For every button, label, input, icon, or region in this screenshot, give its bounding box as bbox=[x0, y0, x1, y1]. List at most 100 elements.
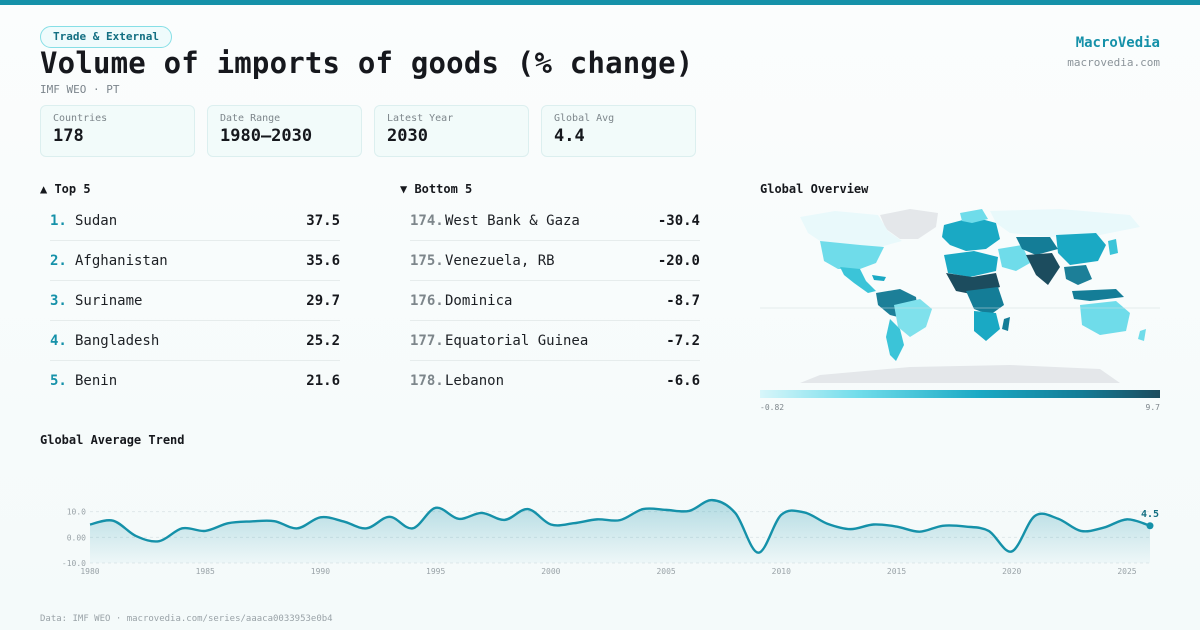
trend-data-point[interactable] bbox=[1033, 514, 1037, 518]
world-choropleth-map[interactable] bbox=[760, 205, 1160, 385]
top-list-item[interactable]: 2. Afghanistan 35.6 bbox=[50, 241, 340, 281]
bottom-list-item[interactable]: 178. Lebanon -6.6 bbox=[410, 361, 700, 401]
trend-data-point[interactable] bbox=[180, 526, 184, 530]
trend-data-point[interactable] bbox=[572, 521, 576, 525]
trend-data-point[interactable] bbox=[526, 507, 530, 511]
trend-data-point[interactable] bbox=[779, 513, 783, 517]
rank-number: 175. bbox=[410, 252, 444, 269]
trend-data-point[interactable] bbox=[710, 498, 714, 502]
data-source-footer[interactable]: Data: IMF WEO · macrovedia.com/series/aa… bbox=[40, 614, 333, 624]
bottom-list-item[interactable]: 176. Dominica -8.7 bbox=[410, 281, 700, 321]
trend-data-point[interactable] bbox=[203, 529, 207, 533]
trend-end-label: 4.5 bbox=[1141, 509, 1159, 520]
country-value: -20.0 bbox=[657, 252, 700, 269]
stat-card-date-range: Date Range 1980–2030 bbox=[207, 105, 362, 157]
map-region-indonesia bbox=[1072, 289, 1124, 301]
trend-data-point[interactable] bbox=[1102, 526, 1106, 530]
trend-data-point[interactable] bbox=[480, 511, 484, 515]
trend-data-point[interactable] bbox=[272, 519, 276, 523]
brand-url[interactable]: macrovedia.com bbox=[1067, 56, 1160, 69]
trend-data-point[interactable] bbox=[733, 511, 737, 515]
trend-data-point[interactable] bbox=[618, 518, 622, 522]
trend-data-point[interactable] bbox=[249, 519, 253, 523]
trend-data-point[interactable] bbox=[1010, 549, 1014, 553]
map-region-southern-africa bbox=[974, 311, 1000, 341]
trend-data-point[interactable] bbox=[802, 510, 806, 514]
map-region-greenland bbox=[880, 209, 938, 239]
map-legend-max: 9.7 bbox=[1145, 403, 1160, 412]
stat-value: 1980–2030 bbox=[220, 126, 313, 146]
trend-data-point[interactable] bbox=[964, 525, 968, 529]
trend-data-point[interactable] bbox=[1079, 529, 1083, 533]
x-tick-label: 2000 bbox=[541, 567, 560, 576]
country-value: 29.7 bbox=[306, 292, 340, 309]
rank-number: 176. bbox=[410, 292, 444, 309]
trend-data-point[interactable] bbox=[295, 526, 299, 530]
y-tick-label: -10.0 bbox=[62, 559, 86, 568]
map-region-japan-korea bbox=[1108, 239, 1118, 255]
country-value: 37.5 bbox=[306, 212, 340, 229]
top-list-item[interactable]: 5. Benin 21.6 bbox=[50, 361, 340, 401]
top-list-item[interactable]: 1. Sudan 37.5 bbox=[50, 201, 340, 241]
y-axis-ticks: 10.0 0.00 -10.0 bbox=[62, 508, 86, 568]
trend-data-point[interactable] bbox=[756, 551, 760, 555]
trend-data-point[interactable] bbox=[226, 521, 230, 525]
country-name: Suriname bbox=[75, 292, 143, 309]
rank-number: 177. bbox=[410, 332, 444, 349]
rank-number: 1. bbox=[50, 212, 67, 229]
trend-data-point[interactable] bbox=[1125, 517, 1129, 521]
world-map-svg bbox=[760, 209, 1160, 383]
trend-data-point[interactable] bbox=[595, 517, 599, 521]
trend-data-point[interactable] bbox=[941, 524, 945, 528]
trend-data-point[interactable] bbox=[134, 534, 138, 538]
trend-data-point[interactable] bbox=[687, 509, 691, 513]
x-axis-ticks: 1980 1985 1990 1995 2000 2005 2010 2015 2020 2025 bbox=[80, 567, 1136, 576]
map-region-scandinavia bbox=[960, 209, 988, 223]
stat-label: Countries bbox=[53, 113, 108, 124]
bottom-list-item[interactable]: 177. Equatorial Guinea -7.2 bbox=[410, 321, 700, 361]
country-value: -6.6 bbox=[666, 373, 700, 389]
trend-data-point[interactable] bbox=[318, 515, 322, 519]
trend-data-point[interactable] bbox=[825, 522, 829, 526]
trend-data-point[interactable] bbox=[341, 519, 345, 523]
trend-data-point[interactable] bbox=[411, 526, 415, 530]
trend-data-point[interactable] bbox=[365, 526, 369, 530]
trend-data-point[interactable] bbox=[987, 529, 991, 533]
country-name: Afghanistan bbox=[75, 252, 168, 269]
trend-data-point[interactable] bbox=[549, 523, 553, 527]
trend-data-point[interactable] bbox=[503, 518, 507, 522]
trend-data-point[interactable] bbox=[664, 508, 668, 512]
x-tick-label: 1980 bbox=[80, 567, 99, 576]
top-list-item[interactable]: 4. Bangladesh 25.2 bbox=[50, 321, 340, 361]
trend-data-point[interactable] bbox=[641, 507, 645, 511]
rank-number: 2. bbox=[50, 252, 67, 269]
trend-data-point[interactable] bbox=[1056, 517, 1060, 521]
trend-data-point[interactable] bbox=[88, 523, 92, 527]
brand-logo[interactable]: MacroVedia bbox=[1075, 35, 1160, 51]
map-region-madagascar bbox=[1002, 317, 1010, 331]
map-region-north-america-north bbox=[800, 211, 902, 247]
x-tick-label: 1985 bbox=[196, 567, 215, 576]
trend-data-point[interactable] bbox=[388, 515, 392, 519]
bottom-list-item[interactable]: 175. Venezuela, RB -20.0 bbox=[410, 241, 700, 281]
country-name: West Bank & Gaza bbox=[445, 212, 580, 229]
trend-data-point[interactable] bbox=[111, 519, 115, 523]
trend-data-point[interactable] bbox=[157, 539, 161, 543]
bottom-list-item[interactable]: 174. West Bank & Gaza -30.4 bbox=[410, 201, 700, 241]
global-overview-heading: Global Overview bbox=[760, 182, 869, 196]
trend-data-point[interactable] bbox=[871, 523, 875, 527]
trend-data-point[interactable] bbox=[434, 506, 438, 510]
x-tick-label: 2015 bbox=[887, 567, 906, 576]
trend-end-point bbox=[1146, 522, 1154, 530]
trend-data-point[interactable] bbox=[895, 525, 899, 529]
top-list-item[interactable]: 3. Suriname 29.7 bbox=[50, 281, 340, 321]
category-badge[interactable]: Trade & External bbox=[40, 26, 172, 48]
stat-card-latest-year: Latest Year 2030 bbox=[374, 105, 529, 157]
trend-data-point[interactable] bbox=[457, 517, 461, 521]
trend-data-point[interactable] bbox=[918, 530, 922, 534]
map-region-south-america-south bbox=[886, 319, 904, 361]
y-tick-label: 10.0 bbox=[67, 508, 86, 517]
country-name: Dominica bbox=[445, 292, 513, 309]
trend-data-point[interactable] bbox=[848, 527, 852, 531]
trend-chart[interactable]: 10.0 0.00 -10.0 1980 1985 1990 1995 2000 2005 20… bbox=[0, 460, 1200, 585]
